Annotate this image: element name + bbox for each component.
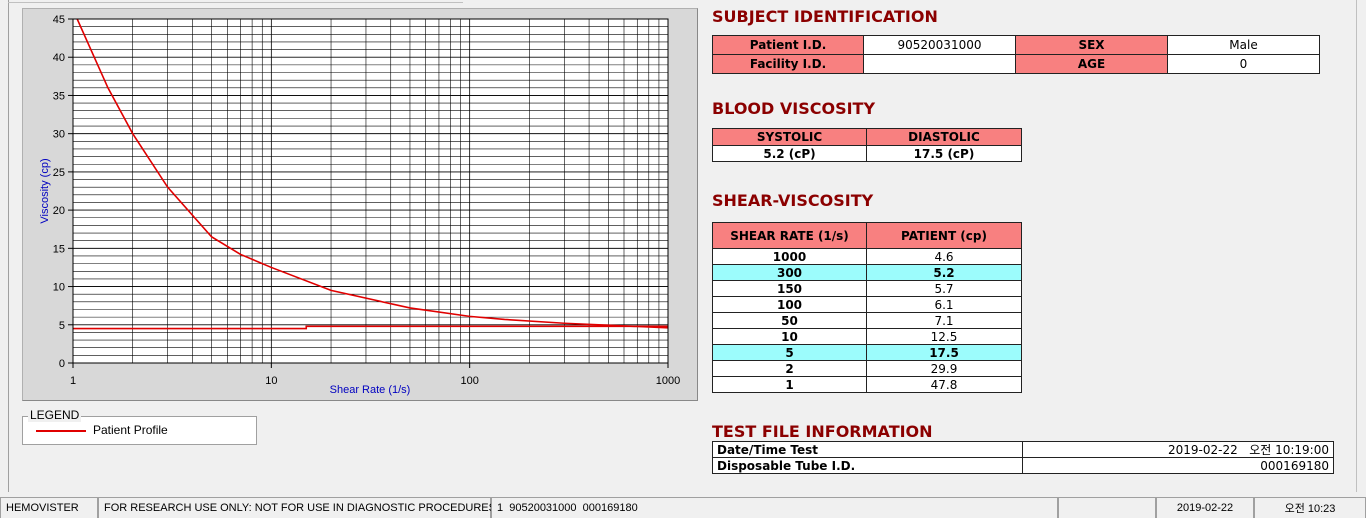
table-cell: 17.5 (cP) — [866, 145, 1022, 162]
plot-area — [73, 19, 668, 363]
table-cell: 50 — [712, 312, 867, 329]
table-cell: 10 — [712, 328, 867, 345]
table-cell: 17.5 — [866, 344, 1022, 361]
section-title: SHEAR-VISCOSITY — [712, 191, 874, 210]
table-cell: 1000 — [712, 248, 867, 265]
y-tick-label: 40 — [53, 52, 65, 64]
field-value: 0 — [1167, 54, 1320, 74]
legend-entry: Patient Profile — [93, 423, 168, 437]
section-title: TEST FILE INFORMATION — [712, 422, 933, 441]
field-label: AGE — [1015, 54, 1168, 74]
y-tick-label: 10 — [53, 282, 65, 294]
status-cell: 오전 10:23 — [1254, 497, 1366, 518]
y-tick-label: 0 — [59, 358, 65, 370]
table-cell: 5.7 — [866, 280, 1022, 297]
table-cell: 5 — [712, 344, 867, 361]
status-cell: 2019-02-22 — [1156, 497, 1254, 518]
x-tick-label: 100 — [460, 375, 478, 387]
field-value: Male — [1167, 35, 1320, 55]
table-cell: 7.1 — [866, 312, 1022, 329]
x-tick-label: 1 — [70, 375, 76, 387]
y-tick-label: 35 — [53, 90, 65, 102]
y-tick-label: 20 — [53, 205, 65, 217]
table-cell: 12.5 — [866, 328, 1022, 345]
column-header: PATIENT (cp) — [866, 222, 1022, 249]
table-cell: 6.1 — [866, 296, 1022, 313]
field-value: 000169180 — [1022, 457, 1334, 474]
column-header: SHEAR RATE (1/s) — [712, 222, 867, 249]
legend-swatch — [36, 430, 86, 432]
top-tab — [8, 0, 463, 3]
chart: Shear Rate (1/s) Viscosity (cp) 0 5 10 15 20… — [39, 14, 680, 396]
table-cell: 47.8 — [866, 376, 1022, 393]
table-cell: 2 — [712, 360, 867, 377]
y-axis-label: Viscosity (cp) — [39, 158, 51, 223]
table-cell: 1 — [712, 376, 867, 393]
field-label: Disposable Tube I.D. — [712, 457, 1023, 474]
field-label: Facility I.D. — [712, 54, 864, 74]
x-tick-label: 10 — [265, 375, 277, 387]
plot-border — [72, 18, 669, 364]
report-panel: SUBJECT IDENTIFICATION Patient I.D. 905200… — [712, 7, 1334, 474]
field-label: Date/Time Test — [712, 441, 1023, 458]
status-cell — [1058, 497, 1156, 518]
column-header: DIASTOLIC — [866, 128, 1022, 146]
field-value: 2019-02-22 오전 10:19:00 — [1022, 441, 1334, 458]
field-label: SEX — [1015, 35, 1168, 55]
y-tick-label: 5 — [59, 320, 65, 332]
field-value: 90520031000 — [863, 35, 1016, 55]
y-tick-label: 25 — [53, 167, 65, 179]
data-line — [73, 325, 668, 330]
table-cell: 5.2 (cP) — [712, 145, 867, 162]
y-tick-label: 30 — [53, 129, 65, 141]
y-tick-label: 15 — [53, 243, 65, 255]
section-title: SUBJECT IDENTIFICATION — [712, 7, 938, 26]
right-divider — [1356, 0, 1357, 492]
legend-title: LEGEND — [28, 408, 82, 422]
left-divider — [8, 0, 9, 492]
table-cell: 150 — [712, 280, 867, 297]
table-cell: 100 — [712, 296, 867, 313]
table-cell: 5.2 — [866, 264, 1022, 281]
status-cell: HEMOVISTER — [0, 497, 98, 518]
section-title: BLOOD VISCOSITY — [712, 99, 876, 118]
x-axis-label: Shear Rate (1/s) — [330, 384, 411, 396]
table-cell: 300 — [712, 264, 867, 281]
field-label: Patient I.D. — [712, 35, 864, 55]
x-tick-label: 1000 — [656, 375, 680, 387]
table-cell: 29.9 — [866, 360, 1022, 377]
data-line — [76, 19, 668, 329]
status-cell: 1 90520031000 000169180 — [491, 497, 1058, 518]
status-cell: FOR RESEARCH USE ONLY: NOT FOR USE IN DI… — [98, 497, 496, 518]
y-tick-label: 45 — [53, 14, 65, 26]
column-header: SYSTOLIC — [712, 128, 867, 146]
field-value — [863, 54, 1016, 74]
table-cell: 4.6 — [866, 248, 1022, 265]
